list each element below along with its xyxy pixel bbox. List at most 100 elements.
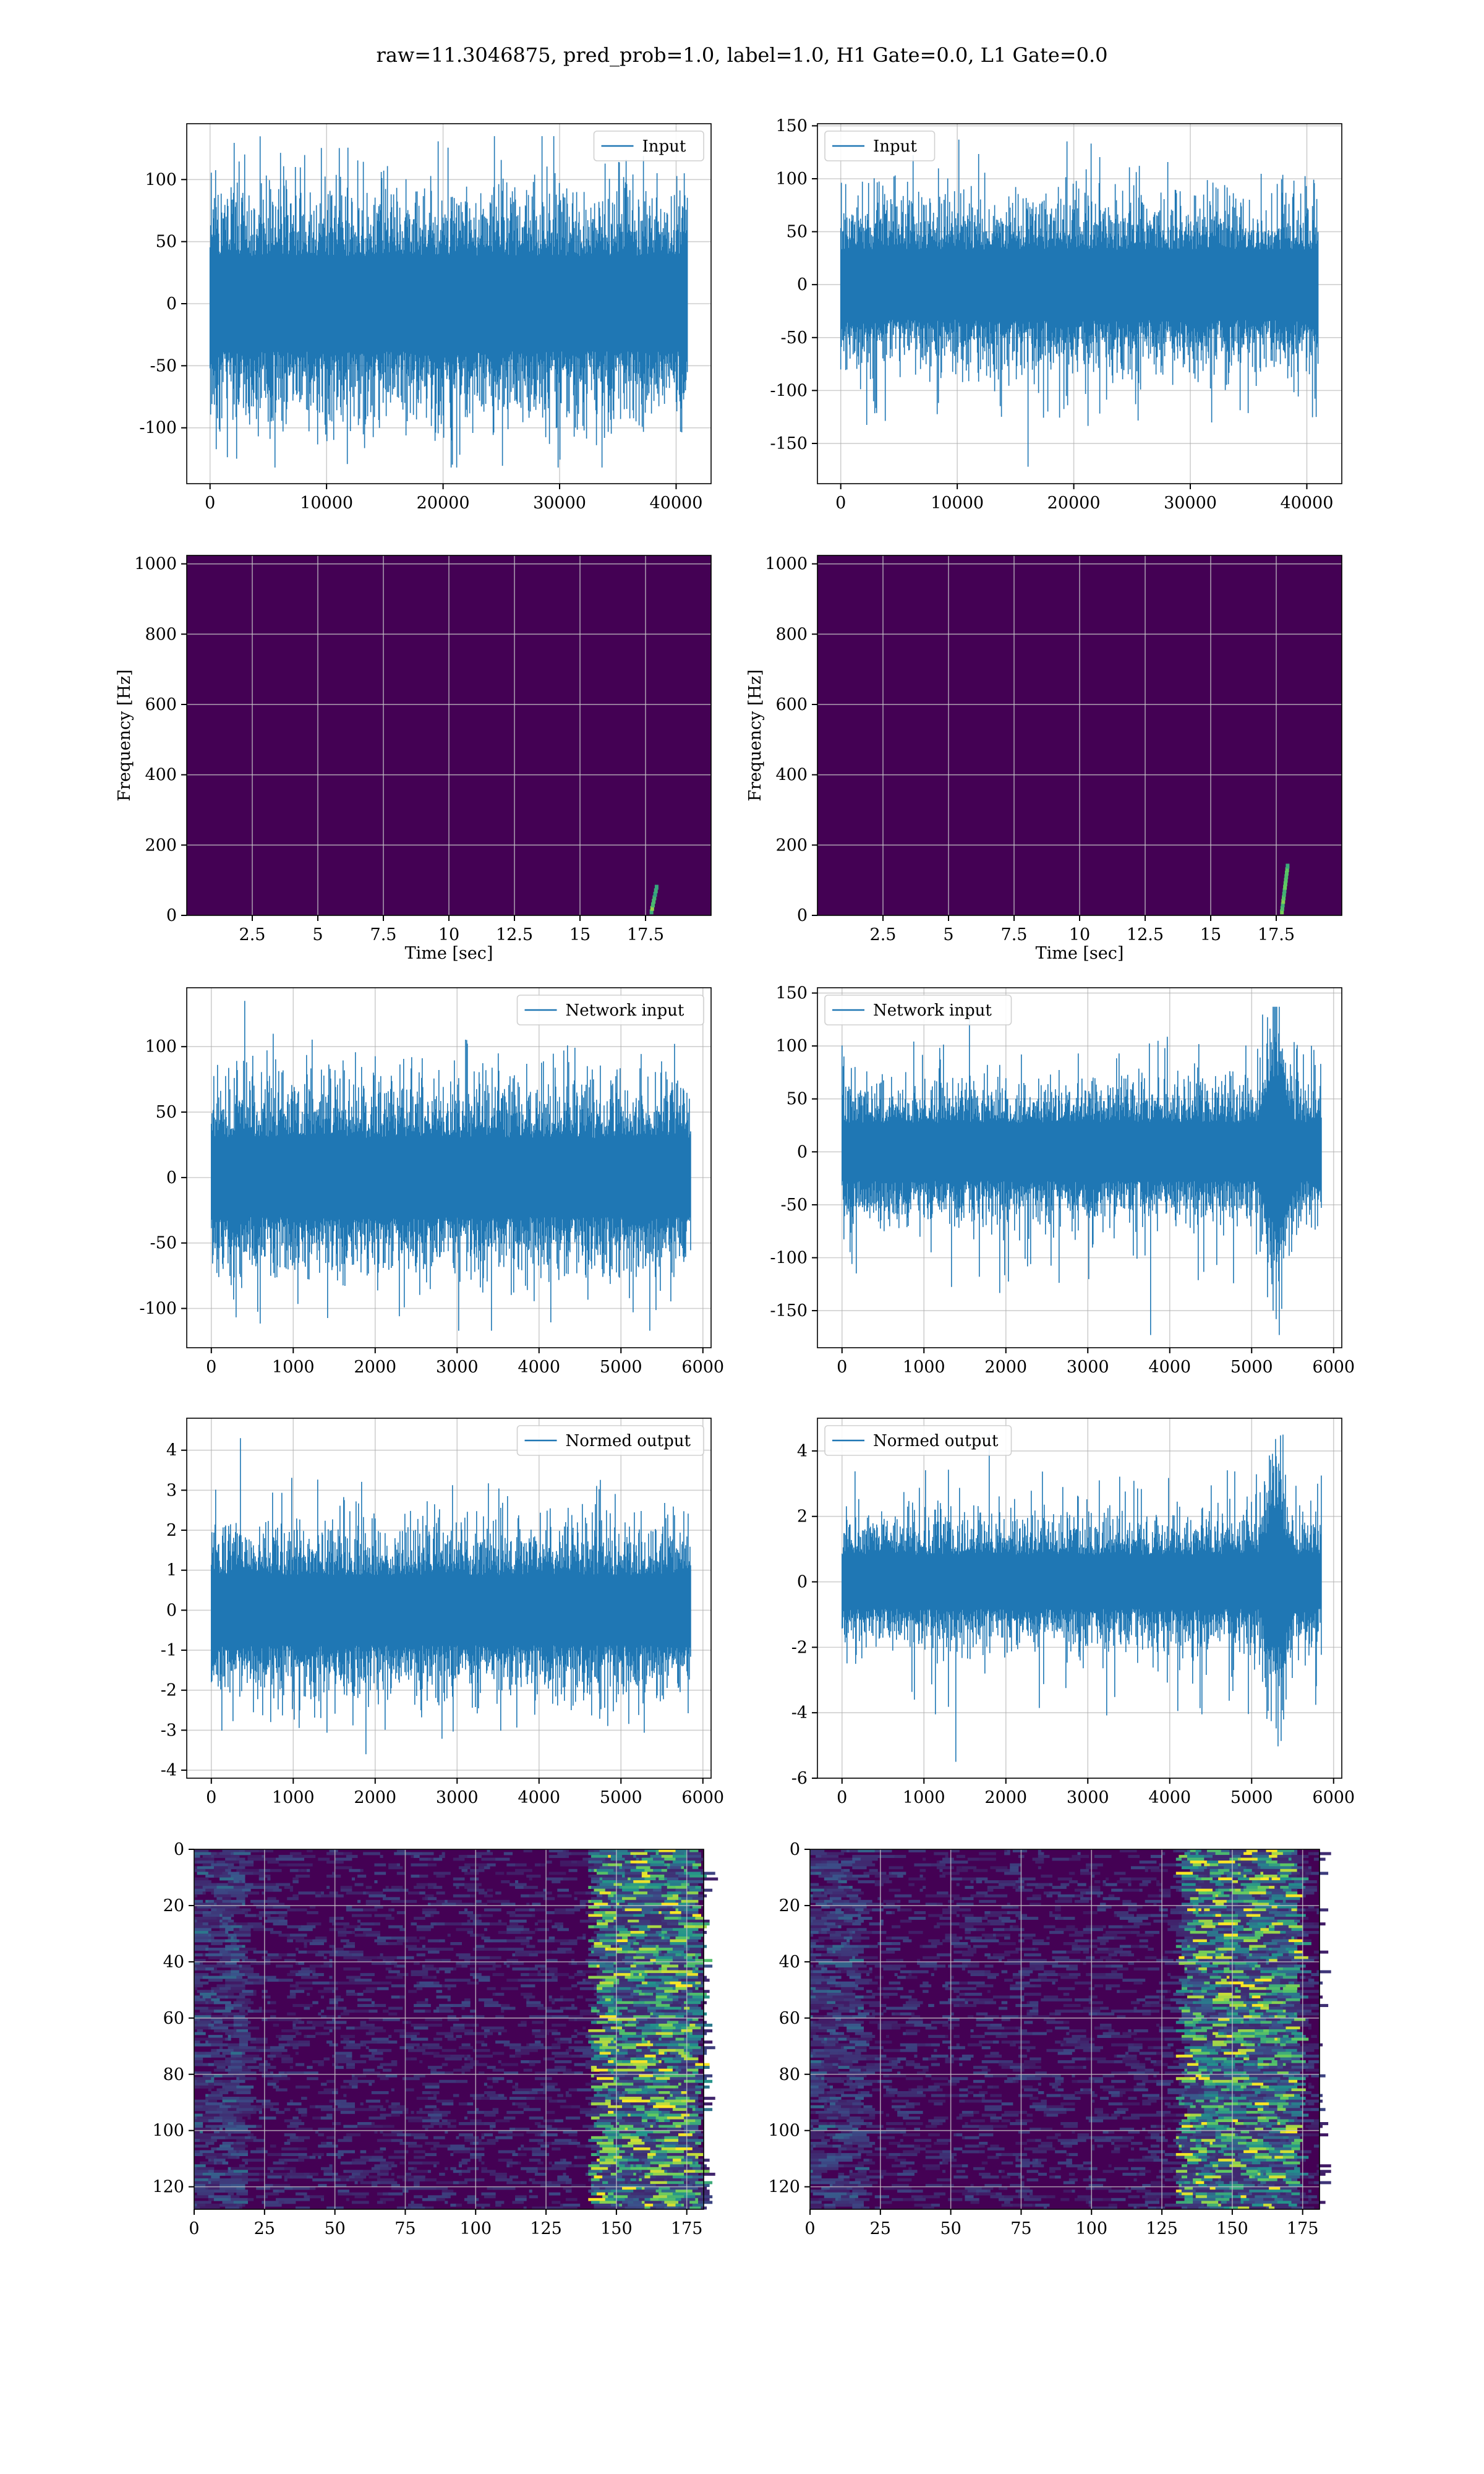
x-tick-label: 1000 xyxy=(272,1358,315,1377)
panel-netin-l1: 0 1000 2000 3000 4000 5000 6000 -150 -100 -50 0 50 1… xyxy=(770,984,1355,1377)
x-tick-label: 0 xyxy=(835,494,846,513)
chirp-mark xyxy=(1280,909,1284,915)
y-tick-label: 150 xyxy=(775,984,808,1003)
legend-box xyxy=(824,131,936,161)
panel-input-h1: 0 10000 20000 30000 40000 -100 -50 0 50 100 Input xyxy=(139,123,712,513)
x-axis-label: Time [sec] xyxy=(1036,944,1124,963)
y-tick-label: 150 xyxy=(775,116,808,135)
chirp-mark xyxy=(654,888,658,894)
y-tick-label: 0 xyxy=(166,906,177,925)
legend-box xyxy=(516,995,704,1025)
panel-spec-h1: 2.5 5 7.5 10 12.5 15 17.5 0 200 400 600 800 1000 Time… xyxy=(115,555,712,963)
y-tick-label: -150 xyxy=(770,1301,808,1320)
y-tick-label: -100 xyxy=(139,419,177,438)
chirp-mark xyxy=(1286,863,1290,869)
x-tick-label: 30000 xyxy=(533,494,586,513)
x-tick-label: 2000 xyxy=(354,1358,396,1377)
x-tick-label: 40000 xyxy=(650,494,703,513)
x-tick-label: 30000 xyxy=(1164,494,1217,513)
chirp-mark xyxy=(653,891,657,897)
series-line xyxy=(211,1001,691,1331)
chirp-mark xyxy=(650,905,654,911)
heat-cells xyxy=(649,884,659,915)
chirp-mark xyxy=(1284,878,1288,883)
x-tick-label: 12.5 xyxy=(496,925,533,944)
x-tick-label: 2000 xyxy=(984,1358,1027,1377)
y-tick-label: 800 xyxy=(145,625,177,644)
x-tick-label: 7.5 xyxy=(370,925,397,944)
grid xyxy=(187,555,711,916)
chirp-mark xyxy=(1283,881,1287,886)
legend-label: Network input xyxy=(566,1001,684,1020)
x-tick-label: 6000 xyxy=(1312,1358,1355,1377)
x-tick-label: 5000 xyxy=(1230,1358,1273,1377)
chirp-mark xyxy=(649,909,654,915)
y-tick-label: 100 xyxy=(775,1037,808,1056)
figure-title: raw=11.3046875, pred_prob=1.0, label=1.0… xyxy=(377,43,1108,67)
x-tick-label: 10000 xyxy=(931,494,984,513)
y-tick-label: 600 xyxy=(775,695,808,714)
x-tick-label: 0 xyxy=(837,1358,847,1377)
x-tick-label: 2.5 xyxy=(239,925,266,944)
x-tick-label: 20000 xyxy=(1047,494,1101,513)
y-tick-label: 0 xyxy=(797,906,808,925)
x-tick-label: 15 xyxy=(569,925,591,944)
x-tick-label: 4000 xyxy=(518,1358,560,1377)
y-tick-label: 0 xyxy=(166,1168,177,1188)
x-tick-label: 17.5 xyxy=(627,925,664,944)
y-tick-label: 0 xyxy=(166,294,177,314)
x-tick-label: 2.5 xyxy=(870,925,897,944)
y-tick-label: 100 xyxy=(145,170,177,189)
x-tick-label: 7.5 xyxy=(1001,925,1028,944)
chirp-mark xyxy=(1285,867,1289,873)
y-tick-label: 50 xyxy=(787,1090,808,1109)
chirp-mark xyxy=(654,884,659,890)
chirp-mark xyxy=(1282,891,1286,897)
x-tick-label: 10 xyxy=(438,925,459,944)
y-tick-label: 0 xyxy=(797,1142,808,1162)
axes-frame xyxy=(186,987,712,1348)
y-tick-label: 100 xyxy=(145,1037,177,1056)
chirp-mark xyxy=(1284,874,1289,880)
chirp-mark xyxy=(1284,870,1289,876)
y-tick-label: 1000 xyxy=(765,555,808,574)
y-tick-label: -100 xyxy=(770,1249,808,1268)
chirp-mark xyxy=(1281,899,1286,904)
axes-frame xyxy=(186,123,712,484)
y-tick-label: 1000 xyxy=(134,555,177,574)
series-line xyxy=(209,136,688,468)
axes-frame xyxy=(817,123,1342,484)
x-tick-label: 40000 xyxy=(1281,494,1334,513)
panel-netin-h1: 0 1000 2000 3000 4000 5000 6000 -100 -50 0 50 100 Ne… xyxy=(139,987,724,1377)
x-tick-label: 5000 xyxy=(600,1358,642,1377)
x-tick-label: 15 xyxy=(1200,925,1221,944)
y-tick-label: -50 xyxy=(150,356,177,375)
y-tick-label: 50 xyxy=(156,1103,177,1122)
x-tick-label: 6000 xyxy=(681,1358,724,1377)
x-tick-label: 20000 xyxy=(417,494,470,513)
y-tick-label: 600 xyxy=(145,695,177,714)
y-tick-label: -50 xyxy=(781,1196,808,1215)
chirp-mark xyxy=(1280,905,1284,911)
legend-box xyxy=(593,131,704,161)
y-tick-label: 800 xyxy=(775,625,808,644)
chirp-mark xyxy=(1283,884,1287,890)
y-tick-label: -100 xyxy=(770,381,808,400)
chirp-mark xyxy=(652,895,657,901)
legend-label: Input xyxy=(873,137,917,156)
heat-cells xyxy=(1280,863,1290,915)
y-axis-label: Frequency [Hz] xyxy=(746,669,765,801)
x-tick-label: 5 xyxy=(312,925,323,944)
legend: Input xyxy=(593,131,704,161)
x-tick-label: 3000 xyxy=(436,1358,479,1377)
y-tick-label: 0 xyxy=(797,275,808,294)
axes-frame xyxy=(186,555,712,916)
y-tick-label: -100 xyxy=(139,1299,177,1319)
y-tick-label: -150 xyxy=(770,434,808,453)
x-tick-label: 10000 xyxy=(300,494,353,513)
legend: Input xyxy=(824,131,936,161)
x-tick-label: 5 xyxy=(943,925,953,944)
y-tick-label: 100 xyxy=(775,169,808,189)
panel-spec-l1: 2.5 5 7.5 10 12.5 15 17.5 0 200 400 600 800 1000 Time… xyxy=(746,555,1342,963)
chirp-mark xyxy=(652,899,656,904)
